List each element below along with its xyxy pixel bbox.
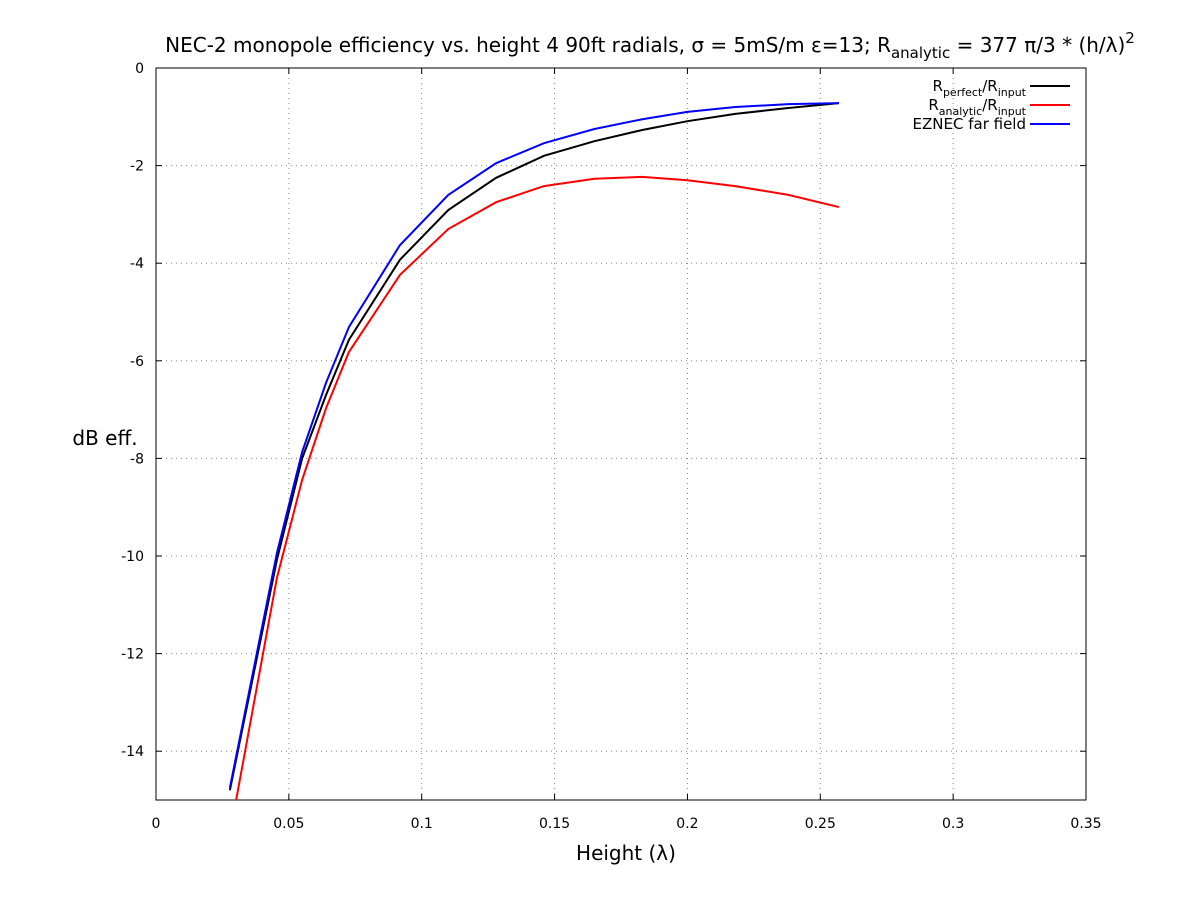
x-tick-label: 0.15 <box>539 816 570 832</box>
x-tick-label: 0.05 <box>273 816 304 832</box>
x-tick-label: 0 <box>152 816 161 832</box>
legend-label: EZNEC far field <box>913 115 1026 133</box>
legend-label: Ranalytic/Rinput <box>928 96 1026 118</box>
axes: 0 0.05 0.1 0.15 0.2 0.25 0.3 0.35 0 -2 -4 -6 -8 -10 -1… <box>121 61 1101 832</box>
x-tick-label: 0.35 <box>1070 816 1101 832</box>
y-tick-label: -10 <box>121 549 144 565</box>
y-tick-label: 0 <box>135 61 144 77</box>
grid <box>156 68 1086 800</box>
series-group <box>228 102 840 800</box>
plot-border <box>155 67 1087 801</box>
x-axis-label: Height (λ) <box>576 841 676 865</box>
x-tick-label: 0.1 <box>411 816 433 832</box>
y-tick-label: -12 <box>121 647 144 663</box>
y-axis-label: dB eff. <box>72 426 137 450</box>
series-line-1 <box>235 175 840 800</box>
x-tick-label: 0.3 <box>942 816 964 832</box>
y-tick-label: -6 <box>130 354 144 370</box>
y-tick-label: -14 <box>121 744 144 760</box>
x-tick-label: 0.25 <box>805 816 836 832</box>
legend-label: Rperfect/Rinput <box>933 77 1027 99</box>
series-line-2 <box>228 102 839 788</box>
y-tick-label: -4 <box>130 256 144 272</box>
chart-title: NEC-2 monopole efficiency vs. height 4 9… <box>165 29 1135 62</box>
y-tick-label: -8 <box>130 451 144 467</box>
y-tick-label: -2 <box>130 159 144 175</box>
series-line-0 <box>228 102 839 791</box>
x-tick-label: 0.2 <box>676 816 698 832</box>
